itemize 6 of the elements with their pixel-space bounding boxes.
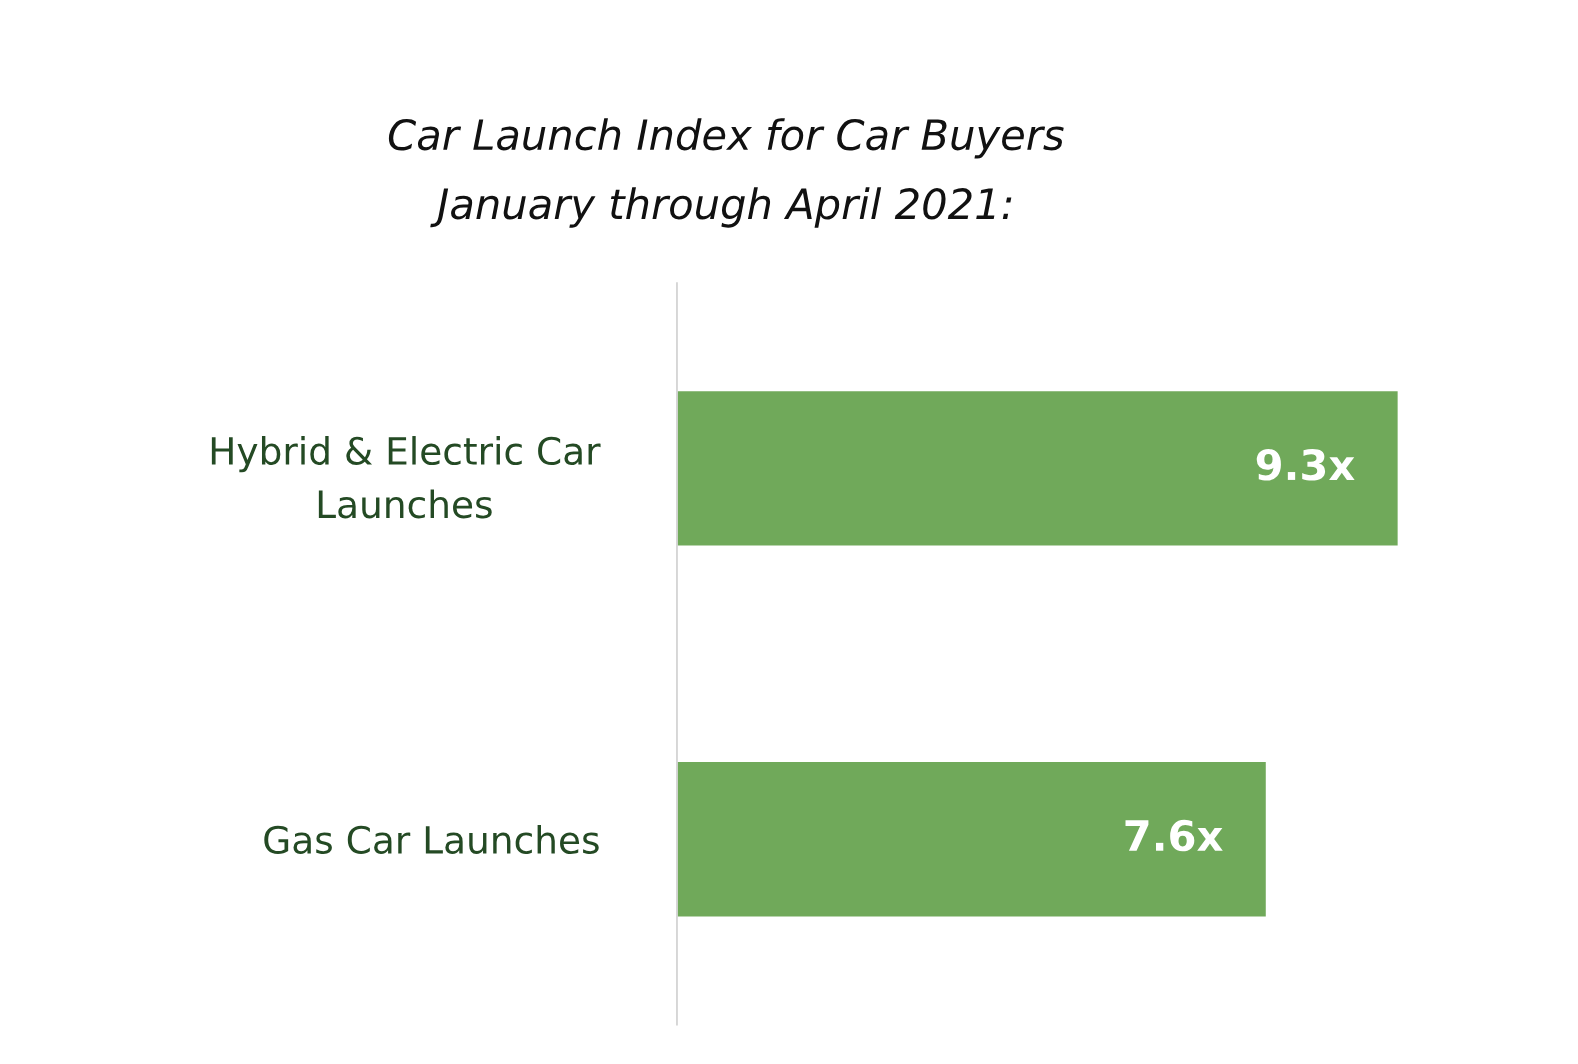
data-label: 9.3x [1256, 449, 1355, 481]
data-label: 7.6x [1125, 819, 1223, 852]
y-tick-label: Gas Car Launches [264, 824, 599, 855]
chart-title: Car Launch Index for Car Buyers [388, 118, 1064, 159]
chart-subtitle: January through April 2021: [430, 187, 1012, 228]
y-tick-label: Hybrid & Electric Car Launches [211, 436, 601, 519]
